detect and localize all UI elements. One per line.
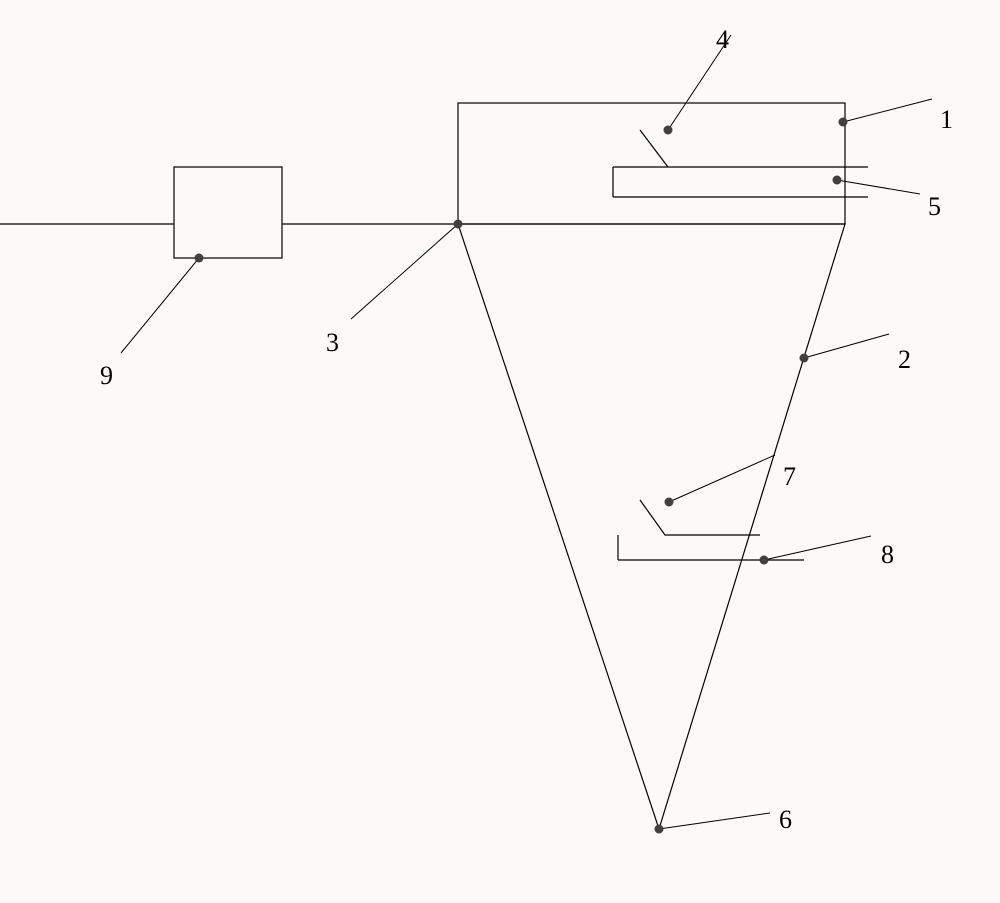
callout-dot-6	[655, 825, 664, 834]
callout-label-1: 1	[940, 105, 953, 134]
callout-dot-8	[760, 556, 769, 565]
callout-dot-5	[833, 176, 842, 185]
callout-dot-3	[454, 220, 463, 229]
callout-label-4: 4	[716, 25, 729, 54]
callout-label-2: 2	[898, 345, 911, 374]
callout-dot-4	[664, 126, 673, 135]
callout-label-5: 5	[928, 192, 941, 221]
callout-dot-2	[800, 354, 809, 363]
background	[0, 0, 1000, 903]
callout-dot-9	[195, 254, 204, 263]
callout-label-6: 6	[779, 805, 792, 834]
callout-dot-7	[665, 498, 674, 507]
callout-label-9: 9	[100, 361, 113, 390]
technical-diagram: 1 2 3 4 5 6 7 8 9	[0, 0, 1000, 903]
callout-label-7: 7	[783, 462, 796, 491]
callout-label-8: 8	[881, 540, 894, 569]
callout-label-3: 3	[326, 328, 339, 357]
callout-dot-1	[839, 118, 848, 127]
